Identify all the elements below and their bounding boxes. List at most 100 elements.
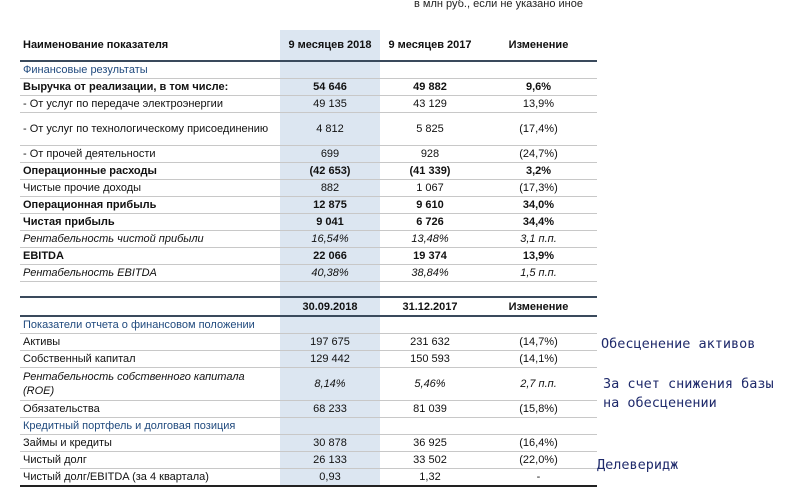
column-header: 31.12.2017 [380,297,480,317]
note-impairment: Обесценение активов [601,336,756,352]
value-current: 8,14% [280,367,380,401]
indicator-name: EBITDA [20,247,280,265]
value-prior: 6 726 [380,213,480,231]
value-prior [380,61,480,79]
table-row: Обязательства 68 233 81 039 (15,8%) [20,400,597,418]
column-header: Изменение [480,30,597,62]
value-current [280,316,380,334]
indicator-name: Операционная прибыль [20,196,280,214]
indicator-name: Собственный капитал [20,350,280,368]
value-prior: 38,84% [380,264,480,282]
indicator-name: Чистый долг [20,451,280,469]
indicator-name: Рентабельность собственного капитала (RO… [20,367,280,401]
change: 34,4% [480,213,597,231]
value-current [280,417,380,435]
indicator-name: Чистый долг/EBITDA (за 4 квартала) [20,468,280,487]
value-prior: 231 632 [380,333,480,351]
change: 2,7 п.п. [480,367,597,401]
table-row: Чистый долг/EBITDA (за 4 квартала) 0,93 1,… [20,468,597,487]
column-header [20,297,280,317]
value-prior: 9 610 [380,196,480,214]
value-current: 68 233 [280,400,380,418]
table-row: Рентабельность чистой прибыли 16,54% 13,48… [20,230,597,248]
value-prior: 150 593 [380,350,480,368]
value-prior: 928 [380,145,480,163]
spacer-row [20,282,597,297]
indicator-name: Рентабельность чистой прибыли [20,230,280,248]
indicator-name: Выручка от реализации, в том числе: [20,78,280,96]
value-current: 882 [280,179,380,197]
change [480,417,597,435]
value-current: (42 653) [280,162,380,180]
column-header: 30.09.2018 [280,297,380,317]
value-current: 22 066 [280,247,380,265]
change: (17,3%) [480,179,597,197]
indicator-name: Кредитный портфель и долговая позиция [20,417,280,435]
value-prior: 81 039 [380,400,480,418]
change: 1,5 п.п. [480,264,597,282]
change [480,61,597,79]
indicator-name: Активы [20,333,280,351]
value-current: 4 812 [280,112,380,146]
change: 3,2% [480,162,597,180]
value-prior: 43 129 [380,95,480,113]
value-current: 0,93 [280,468,380,487]
value-current: 12 875 [280,196,380,214]
value-prior: 1 067 [380,179,480,197]
units-note: в млн руб., если не указано иное [414,0,583,10]
section-row: Финансовые результаты [20,61,597,79]
value-current: 9 041 [280,213,380,231]
change: (24,7%) [480,145,597,163]
change: (15,8%) [480,400,597,418]
table-row: Активы 197 675 231 632 (14,7%) [20,333,597,351]
indicator-name: Операционные расходы [20,162,280,180]
value-prior: 1,32 [380,468,480,487]
table-row: Операционные расходы (42 653) (41 339) 3,2% [20,162,597,180]
change: (16,4%) [480,434,597,452]
value-current: 40,38% [280,264,380,282]
table-row: Чистые прочие доходы 882 1 067 (17,3%) [20,179,597,197]
table-row: Операционная прибыль 12 875 9 610 34,0% [20,196,597,214]
indicator-name: Займы и кредиты [20,434,280,452]
table-row: Рентабельность собственного капитала (RO… [20,367,597,401]
change [480,316,597,334]
change: (22,0%) [480,451,597,469]
financial-results-table: Наименование показателя 9 месяцев 2018 9 м… [20,30,597,296]
value-current: 129 442 [280,350,380,368]
indicator-name: Рентабельность EBITDA [20,264,280,282]
note-roe-line2: на обесценении [603,395,717,411]
change: 9,6% [480,78,597,96]
change: (17,4%) [480,112,597,146]
value-prior: 19 374 [380,247,480,265]
value-prior: 5,46% [380,367,480,401]
indicator-name: Показатели отчета о финансовом положении [20,316,280,334]
value-current: 197 675 [280,333,380,351]
value-current: 26 133 [280,451,380,469]
indicator-name: - От прочей деятельности [20,145,280,163]
value-current: 699 [280,145,380,163]
change: 13,9% [480,95,597,113]
value-current: 49 135 [280,95,380,113]
value-current [280,61,380,79]
change: 3,1 п.п. [480,230,597,248]
column-header: Наименование показателя [20,30,280,62]
table-row: Чистый долг 26 133 33 502 (22,0%) [20,451,597,469]
value-current: 54 646 [280,78,380,96]
change: - [480,468,597,487]
table-row: - От услуг по технологическому присоедин… [20,112,597,146]
value-prior: 36 925 [380,434,480,452]
change: 34,0% [480,196,597,214]
note-deleverage: Делеверидж [597,457,679,473]
table-row: Собственный капитал 129 442 150 593 (14,1%) [20,350,597,368]
value-prior: 13,48% [380,230,480,248]
table-header: Наименование показателя 9 месяцев 2018 9 м… [20,30,597,62]
table-row: Рентабельность EBITDA 40,38% 38,84% 1,5 п.п… [20,264,597,282]
column-header: Изменение [480,297,597,317]
value-prior [380,316,480,334]
value-current: 30 878 [280,434,380,452]
value-prior: 49 882 [380,78,480,96]
indicator-name: Чистые прочие доходы [20,179,280,197]
table-row: Чистая прибыль 9 041 6 726 34,4% [20,213,597,231]
value-prior: 5 825 [380,112,480,146]
table-row: EBITDA 22 066 19 374 13,9% [20,247,597,265]
